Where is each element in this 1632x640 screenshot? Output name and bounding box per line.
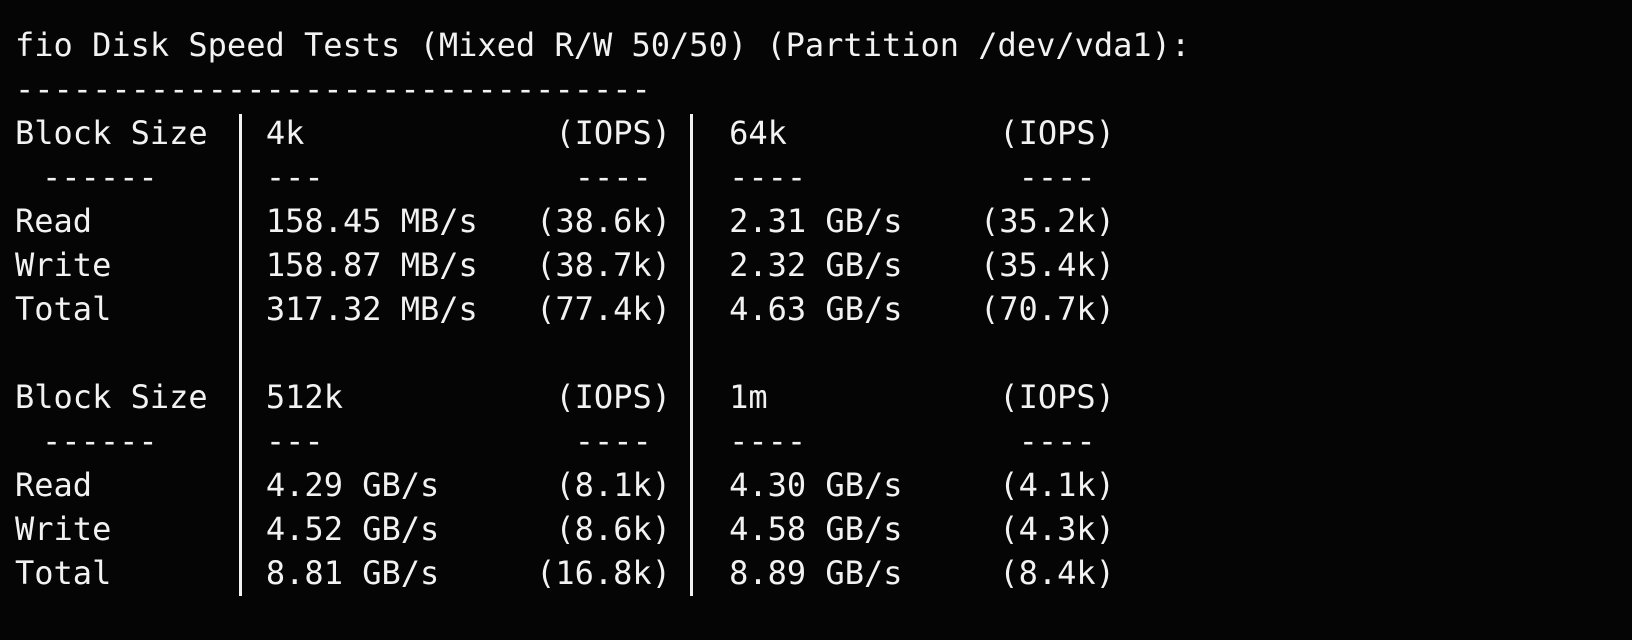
throughput: 317.32 MB/s (265, 290, 478, 328)
row-label: Read (15, 466, 93, 504)
iops: (IOPS) (555, 114, 671, 152)
iops: (8.4k) (999, 554, 1115, 592)
separator: ---- (1018, 422, 1096, 460)
iops: (IOPS) (999, 114, 1115, 152)
data-row: Read 4.29 GB/s (8.1k) 4.30 GB/s (4.1k) (15, 463, 1615, 507)
iops: (8.6k) (555, 510, 671, 548)
separator: ---- (574, 422, 652, 460)
separator: ---- (1018, 158, 1096, 196)
iops: (8.1k) (555, 466, 671, 504)
throughput: 4k (265, 114, 305, 152)
throughput: 158.87 MB/s (265, 246, 478, 284)
separator-row: ------ --- ---- ---- ---- (15, 419, 1615, 463)
title: fio Disk Speed Tests (Mixed R/W 50/50) (… (15, 26, 1191, 64)
throughput: 8.89 GB/s (729, 554, 903, 592)
iops: (4.1k) (999, 466, 1115, 504)
rule: --------------------------------- (15, 70, 651, 108)
iops: (4.3k) (999, 510, 1115, 548)
throughput: 2.31 GB/s (729, 202, 903, 240)
throughput: 64k (729, 114, 787, 152)
iops: (35.2k) (980, 202, 1115, 240)
iops: (70.7k) (980, 290, 1115, 328)
throughput: 158.45 MB/s (265, 202, 478, 240)
separator: --- (265, 422, 324, 460)
throughput: 4.30 GB/s (729, 466, 903, 504)
separator-row: ------ --- ---- ---- ---- (15, 155, 1615, 199)
row-label: Total (15, 554, 112, 592)
row-label: Block Size (15, 378, 208, 416)
row-label: Total (15, 290, 112, 328)
iops: (16.8k) (536, 554, 671, 592)
iops: (77.4k) (536, 290, 671, 328)
column-divider (690, 114, 693, 596)
data-row: Write 4.52 GB/s (8.6k) 4.58 GB/s (4.3k) (15, 507, 1615, 551)
throughput: 512k (265, 378, 343, 416)
separator: ------ (42, 422, 158, 460)
data-row: Total 317.32 MB/s (77.4k) 4.63 GB/s (70.7k) (15, 287, 1615, 331)
throughput: 4.63 GB/s (729, 290, 903, 328)
throughput: 4.52 GB/s (265, 510, 440, 548)
data-row: Read 158.45 MB/s (38.6k) 2.31 GB/s (35.2k) (15, 199, 1615, 243)
column-divider (239, 114, 242, 596)
separator: ---- (574, 158, 652, 196)
header-row: Block Size 512k (IOPS) 1m (IOPS) (15, 375, 1615, 419)
iops: (35.4k) (980, 246, 1115, 284)
row-label: Block Size (15, 114, 208, 152)
row-label: Write (15, 510, 112, 548)
header-row: Block Size 4k (IOPS) 64k (IOPS) (15, 111, 1615, 155)
iops: (IOPS) (999, 378, 1115, 416)
separator: ------ (42, 158, 158, 196)
throughput: 2.32 GB/s (729, 246, 903, 284)
throughput: 8.81 GB/s (265, 554, 440, 592)
data-row: Write 158.87 MB/s (38.7k) 2.32 GB/s (35.4k) (15, 243, 1615, 287)
iops: (IOPS) (555, 378, 671, 416)
iops: (38.6k) (536, 202, 671, 240)
separator: --- (265, 158, 324, 196)
throughput: 4.58 GB/s (729, 510, 903, 548)
data-row: Total 8.81 GB/s (16.8k) 8.89 GB/s (8.4k) (15, 551, 1615, 595)
separator: ---- (729, 158, 807, 196)
throughput: 1m (729, 378, 768, 416)
row-label: Write (15, 246, 112, 284)
throughput: 4.29 GB/s (265, 466, 440, 504)
row-label: Read (15, 202, 93, 240)
separator: ---- (729, 422, 807, 460)
iops: (38.7k) (536, 246, 671, 284)
